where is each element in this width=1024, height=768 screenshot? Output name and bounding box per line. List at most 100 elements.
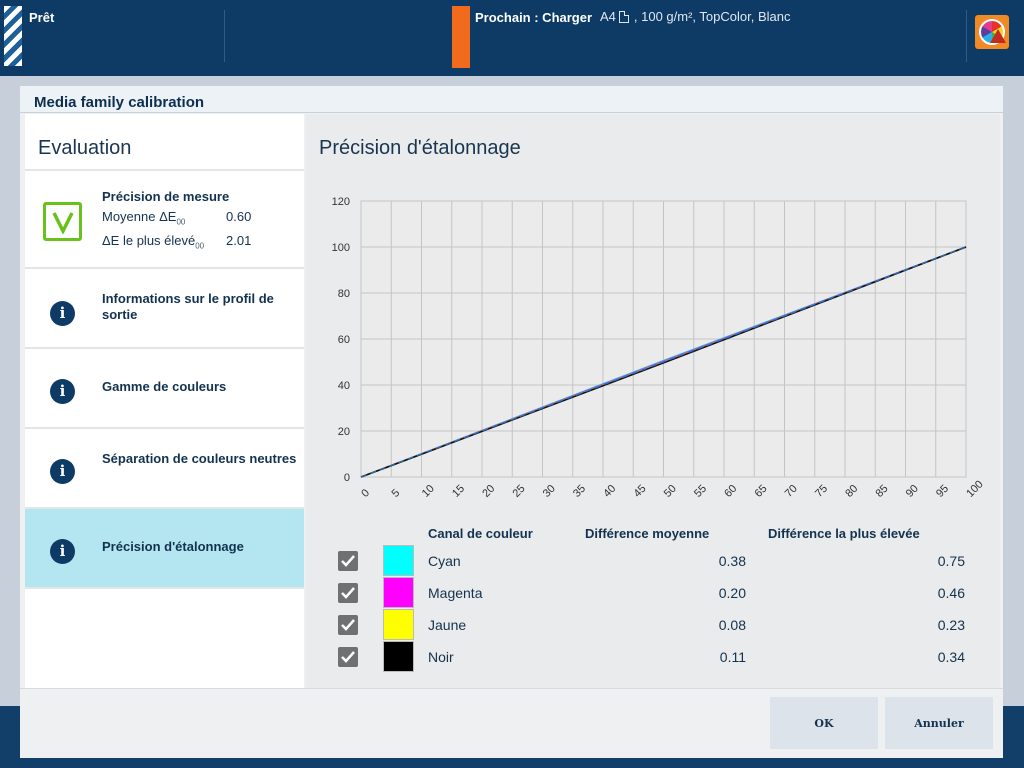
col-header-average: Différence moyenne — [585, 526, 710, 541]
top-status-bar: Prêt Prochain : Charger A4 , 100 g/m², T… — [0, 0, 1024, 76]
table-row: Noir 0.11 0.34 — [306, 641, 1000, 673]
calibration-chart: 0 5 10 15 20 25 30 35 40 45 50 55 60 65 70 75 80 85 90 95 10… — [332, 196, 986, 500]
cancel-button[interactable]: Annuler — [885, 697, 993, 749]
x-tick-label: 80 — [843, 483, 860, 500]
eval-item-measurement-precision[interactable]: Précision de mesure Moyenne ΔE00 0.60 ΔE… — [25, 169, 304, 267]
channel-name: Magenta — [428, 585, 483, 601]
x-tick-label: 95 — [934, 483, 951, 500]
col-header-max: Différence la plus élevée — [768, 526, 920, 541]
max-difference: 0.46 — [937, 585, 965, 601]
next-action-label: Prochain : Charger — [475, 10, 593, 25]
y-tick-label: 20 — [338, 426, 350, 438]
eval-item-title: Précision de mesure — [102, 189, 230, 204]
average-difference: 0.20 — [718, 585, 746, 601]
metric-value: 0.60 — [226, 209, 252, 224]
calibration-dialog: Media family calibration Evaluation Préc… — [20, 86, 1003, 758]
x-tick-label: 40 — [601, 483, 618, 500]
eval-item-color-gamut[interactable]: i Gamme de couleurs — [25, 347, 304, 427]
divider — [25, 587, 304, 589]
x-tick-label: 75 — [813, 483, 830, 500]
color-swatch — [383, 609, 414, 640]
y-tick-label: 0 — [344, 472, 350, 484]
x-tick-label: 45 — [631, 483, 648, 500]
x-tick-label: 60 — [722, 483, 739, 500]
average-difference: 0.11 — [719, 649, 746, 665]
channel-name: Noir — [428, 649, 454, 665]
metric-label: Moyenne ΔE00 — [102, 209, 186, 227]
channel-checkbox[interactable] — [338, 551, 358, 571]
eval-item-calibration-precision[interactable]: i Précision d'étalonnage — [25, 507, 304, 587]
divider — [966, 10, 967, 62]
divider — [20, 112, 1003, 113]
channel-name: Jaune — [428, 617, 467, 633]
x-tick-label: 10 — [420, 483, 437, 500]
series-line — [360, 246, 967, 478]
channel-name: Cyan — [428, 553, 461, 569]
x-tick-label: 25 — [510, 483, 527, 500]
table-row: Cyan 0.38 0.75 — [306, 545, 1000, 577]
series-line — [360, 246, 967, 478]
x-tick-label: 35 — [571, 483, 588, 500]
x-tick-label: 50 — [662, 483, 679, 500]
dialog-footer: OK Annuler — [20, 688, 1003, 758]
paper-size: A4 — [600, 9, 616, 24]
printer-status: Prêt — [29, 10, 55, 25]
x-tick-label: 70 — [783, 483, 800, 500]
eval-item-neutral-separation[interactable]: i Séparation de couleurs neutres — [25, 427, 304, 507]
eval-item-title: Précision d'étalonnage — [102, 539, 244, 554]
y-tick-label: 120 — [332, 196, 350, 208]
next-job-indicator — [452, 6, 470, 68]
x-tick-label: 90 — [904, 483, 921, 500]
x-tick-label: 85 — [873, 483, 890, 500]
max-difference: 0.34 — [937, 649, 965, 665]
eval-item-title: Gamme de couleurs — [102, 379, 227, 394]
col-header-channel: Canal de couleur — [428, 526, 533, 541]
x-tick-label: 20 — [480, 483, 497, 500]
color-swatch — [383, 641, 414, 672]
x-tick-label: 30 — [541, 483, 558, 500]
color-warning-button[interactable] — [975, 15, 1009, 49]
channel-checkbox[interactable] — [338, 647, 358, 667]
evaluation-heading: Evaluation — [38, 137, 132, 159]
info-icon: i — [50, 379, 75, 404]
color-swatch — [383, 577, 414, 608]
check-icon — [43, 202, 82, 241]
x-tick-label: 100 — [964, 478, 985, 499]
metric-value: 2.01 — [226, 233, 252, 248]
eval-item-title: Séparation de couleurs neutres — [102, 451, 297, 466]
table-row: Jaune 0.08 0.23 — [306, 609, 1000, 641]
y-tick-label: 40 — [338, 380, 350, 392]
y-tick-label: 80 — [338, 288, 350, 300]
info-icon: i — [50, 459, 75, 484]
metric-label: ΔE le plus élevé00 — [102, 233, 205, 251]
max-difference: 0.23 — [937, 617, 965, 633]
detail-panel: Précision d'étalonnage 0 5 10 15 20 25 30 35 40 4… — [306, 114, 1000, 688]
info-icon: i — [50, 539, 75, 564]
warning-icon — [990, 29, 1006, 43]
page-icon — [618, 10, 629, 23]
average-difference: 0.08 — [718, 617, 746, 633]
chart-series — [360, 246, 967, 478]
y-tick-label: 100 — [332, 242, 350, 254]
x-tick-label: 65 — [752, 483, 769, 500]
eval-item-title: Informations sur le profil de sortie — [102, 291, 274, 322]
divider — [224, 10, 225, 62]
eval-item-output-profile[interactable]: i Informations sur le profil de sortie — [25, 267, 304, 347]
evaluation-panel: Evaluation Précision de mesure Moyenne Δ… — [25, 114, 304, 688]
status-indicator — [4, 6, 22, 66]
info-icon: i — [50, 301, 75, 326]
x-tick-label: 5 — [389, 487, 402, 500]
x-tick-label: 0 — [359, 487, 372, 500]
channel-checkbox[interactable] — [338, 615, 358, 635]
max-difference: 0.75 — [937, 553, 965, 569]
average-difference: 0.38 — [718, 553, 746, 569]
detail-heading: Précision d'étalonnage — [319, 137, 521, 159]
table-row: Magenta 0.20 0.46 — [306, 577, 1000, 609]
x-tick-label: 15 — [450, 483, 467, 500]
media-description: , 100 g/m², TopColor, Blanc — [633, 9, 791, 24]
channel-checkbox[interactable] — [338, 583, 358, 603]
color-swatch — [383, 545, 414, 576]
ok-button[interactable]: OK — [770, 697, 878, 749]
y-tick-label: 60 — [338, 334, 350, 346]
next-media-detail: A4 , 100 g/m², TopColor, Blanc — [600, 9, 790, 24]
